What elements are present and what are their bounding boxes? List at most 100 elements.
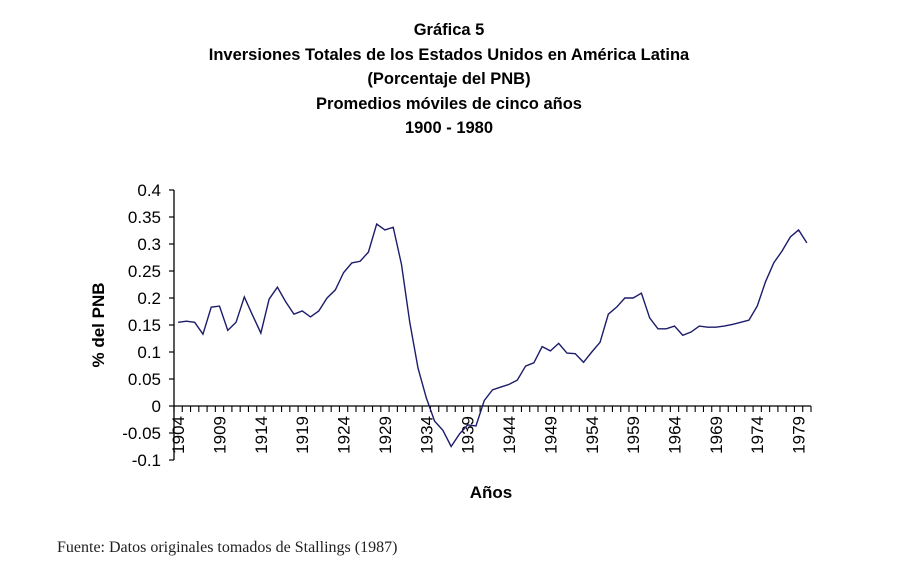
data-point	[441, 429, 444, 432]
y-tick-label: 0.1	[137, 343, 161, 362]
y-axis-ticks	[169, 189, 174, 461]
data-point	[326, 297, 329, 300]
x-tick-label: 1959	[624, 416, 643, 454]
data-point	[599, 341, 602, 344]
data-point	[706, 326, 709, 329]
data-point	[383, 228, 386, 231]
data-point	[334, 288, 337, 291]
y-tick-label: 0.2	[137, 289, 161, 308]
data-point	[615, 306, 618, 309]
data-point	[789, 235, 792, 238]
x-tick-label: 1949	[541, 416, 560, 454]
x-tick-label: 1979	[790, 416, 809, 454]
data-point	[342, 271, 345, 274]
data-point	[632, 297, 635, 300]
data-points	[177, 223, 809, 448]
data-point	[359, 260, 362, 263]
data-point	[516, 379, 519, 382]
data-point	[276, 286, 279, 289]
data-point	[185, 320, 188, 323]
data-point	[499, 386, 502, 389]
data-point	[417, 367, 420, 370]
chart-subtitle-2: Promedios móviles de cinco años	[316, 94, 582, 113]
y-tick-label: 0.3	[137, 235, 161, 254]
data-point	[698, 325, 701, 328]
data-point	[731, 323, 734, 326]
y-tick-label: -0.1	[132, 451, 161, 470]
y-tick-label: 0	[152, 397, 161, 416]
data-point	[557, 342, 560, 345]
data-point	[764, 280, 767, 283]
data-point	[491, 388, 494, 391]
figure-label: Gráfica 5	[413, 21, 485, 39]
x-tick-label: 1974	[748, 416, 767, 454]
data-point	[367, 251, 370, 254]
y-tick-label: 0.05	[128, 370, 161, 389]
data-point	[805, 241, 808, 244]
x-axis-title: Años	[470, 483, 513, 502]
data-point	[714, 326, 717, 329]
x-tick-label: 1954	[583, 416, 602, 454]
data-point	[425, 396, 428, 399]
data-point	[772, 261, 775, 264]
y-tick-label: 0.4	[137, 181, 161, 200]
x-tick-label: 1914	[252, 416, 271, 454]
data-point	[541, 345, 544, 348]
x-tick-label: 1944	[500, 416, 519, 454]
data-point	[565, 352, 568, 355]
chart-title: Inversiones Totales de los Estados Unido…	[208, 45, 690, 64]
data-point	[508, 383, 511, 386]
x-tick-label: 1969	[707, 416, 726, 454]
x-tick-label: 1909	[211, 416, 230, 454]
data-point	[268, 298, 271, 301]
x-tick-label: 1929	[376, 416, 395, 454]
data-point	[408, 321, 411, 324]
data-point	[193, 321, 196, 324]
data-point	[690, 331, 693, 334]
x-tick-label: 1939	[459, 416, 478, 454]
data-point	[218, 305, 221, 308]
x-axis-ticks	[173, 406, 812, 412]
data-point	[301, 309, 304, 312]
data-point	[797, 228, 800, 231]
data-point	[673, 325, 676, 328]
data-point	[640, 292, 643, 295]
data-point	[317, 309, 320, 312]
source-note: Fuente: Datos originales tomados de Stal…	[57, 539, 398, 556]
data-point	[201, 333, 204, 336]
x-tick-label: 1919	[293, 416, 312, 454]
data-point	[400, 263, 403, 266]
x-axis-tick-labels: 1904 1909 1914 1919 1924 1929 1934 1939 1944 1949…	[169, 416, 808, 454]
y-tick-label: -0.05	[122, 424, 161, 443]
data-point	[474, 424, 477, 427]
data-point	[259, 332, 262, 335]
series-line	[178, 222, 808, 448]
data-point	[549, 349, 552, 352]
data-point	[574, 352, 577, 355]
data-point	[309, 315, 312, 318]
data-point	[739, 321, 742, 324]
x-tick-label: 1964	[666, 416, 685, 454]
y-axis-tick-labels: -0.1 -0.05 0 0.05 0.1 0.15 0.2 0.25 0.3 0.35 0.4	[122, 181, 161, 470]
data-point	[483, 399, 486, 402]
y-tick-label: 0.15	[128, 316, 161, 335]
data-point	[781, 250, 784, 253]
data-point	[607, 313, 610, 316]
data-point	[582, 361, 585, 364]
data-point	[284, 300, 287, 303]
data-point	[210, 306, 213, 309]
data-point	[392, 226, 395, 229]
data-point	[665, 327, 668, 330]
data-point	[433, 420, 436, 423]
data-point	[243, 295, 246, 298]
x-tick-label: 1924	[335, 416, 354, 454]
y-tick-label: 0.35	[128, 208, 161, 227]
data-point	[177, 321, 180, 324]
data-point	[590, 351, 593, 354]
data-point	[532, 361, 535, 364]
data-point	[656, 327, 659, 330]
y-axis-title: % del PNB	[89, 282, 108, 367]
x-tick-label: 1904	[169, 416, 188, 454]
data-point	[450, 445, 453, 448]
